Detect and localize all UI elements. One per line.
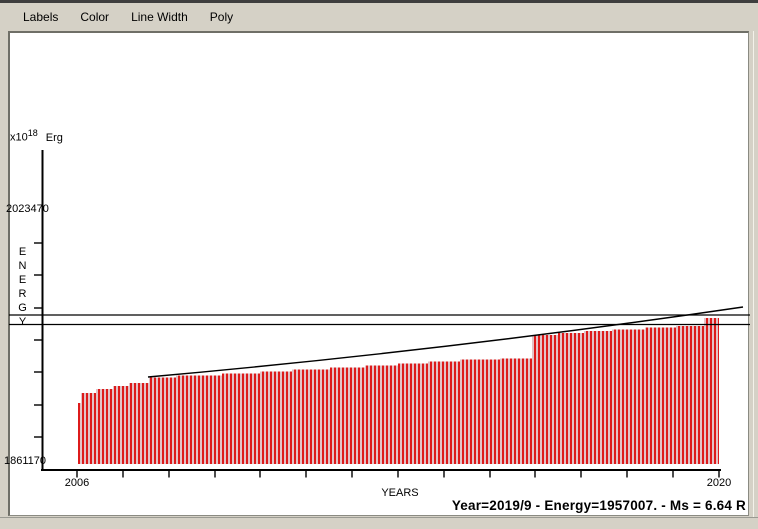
bottom-frame-strip bbox=[0, 517, 758, 529]
y-axis bbox=[34, 150, 44, 470]
energy-bars bbox=[78, 318, 719, 464]
scale-unit: Erg bbox=[45, 131, 63, 144]
y-axis-max-value: 2023470 bbox=[6, 203, 49, 215]
y-axis-letter: E bbox=[18, 274, 27, 286]
y-axis-letter: Y bbox=[18, 316, 27, 328]
window-top-edge bbox=[0, 0, 758, 3]
y-axis-scale-label: x1018 Erg bbox=[10, 127, 63, 144]
x-axis-first-tick-label: 2006 bbox=[64, 477, 90, 489]
menu-poly[interactable]: Poly bbox=[209, 9, 234, 24]
menu-line-width[interactable]: Line Width bbox=[131, 9, 188, 24]
x-axis-last-tick-label: 2020 bbox=[706, 477, 732, 489]
scale-exponent: 18 bbox=[27, 128, 38, 138]
trend-line bbox=[147, 306, 744, 378]
menu-bar: Labels Color Line Width Poly bbox=[0, 3, 758, 31]
y-axis-letter: R bbox=[18, 288, 27, 300]
status-readout: Year=2019/9 - Energy=1957007. - Ms = 6.6… bbox=[451, 498, 746, 513]
x-axis-title: YEARS bbox=[381, 487, 419, 499]
scale-base: x10 bbox=[10, 131, 28, 144]
y-axis-letter: N bbox=[18, 260, 27, 272]
y-axis-letter: E bbox=[18, 246, 27, 258]
y-axis-min-value: 1861170 bbox=[4, 455, 47, 467]
reference-lines bbox=[9, 314, 750, 326]
menu-labels[interactable]: Labels bbox=[23, 9, 59, 24]
right-frame-highlight bbox=[753, 31, 754, 517]
y-axis-letter: G bbox=[18, 302, 27, 314]
menu-color[interactable]: Color bbox=[80, 9, 110, 24]
x-axis bbox=[41, 469, 721, 478]
y-axis-title-vertical: E N E R G Y bbox=[15, 246, 30, 330]
